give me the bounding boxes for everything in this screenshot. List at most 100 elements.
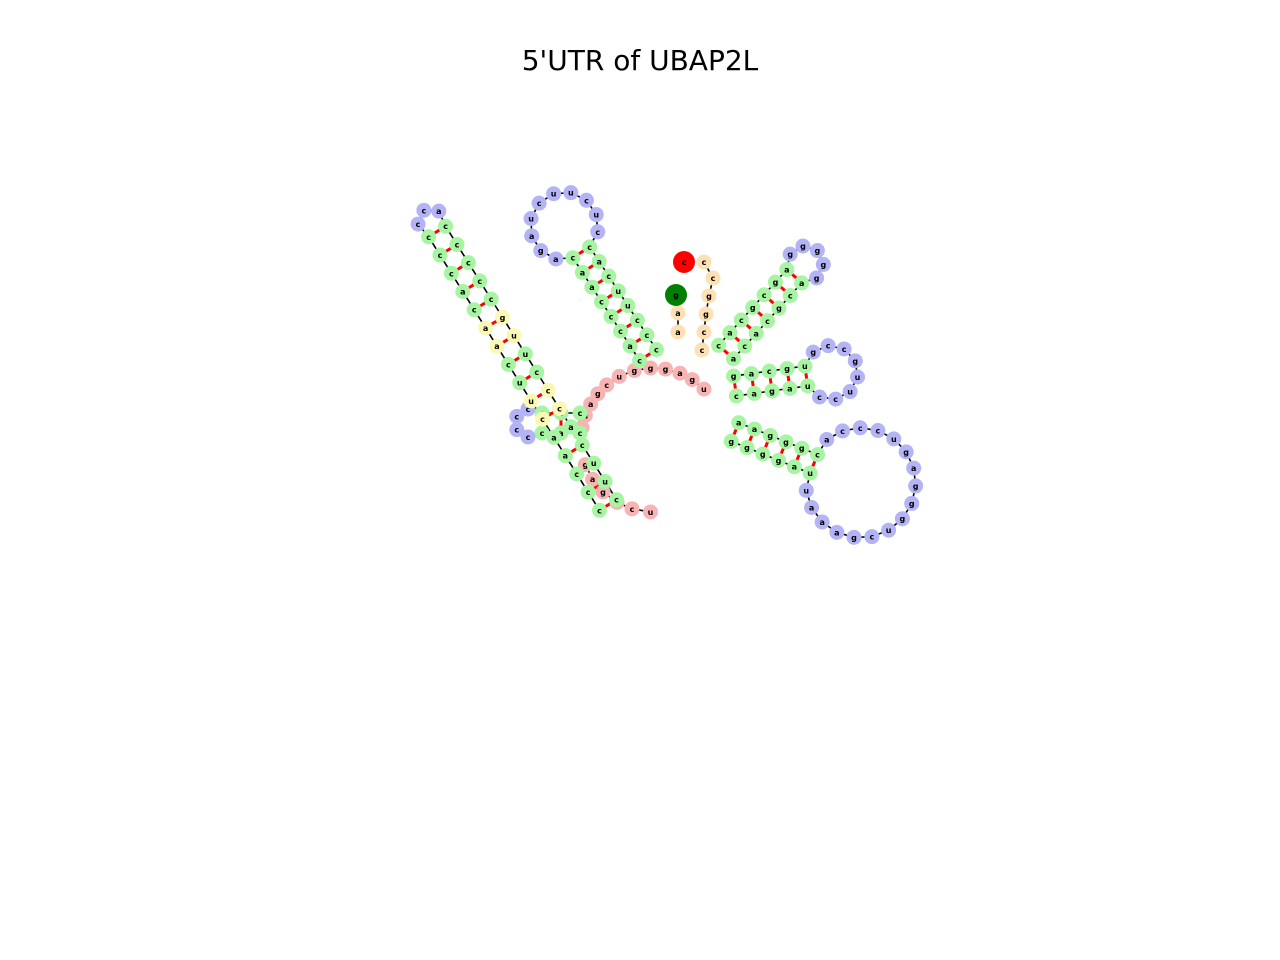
nucleotide-stem: a	[747, 421, 763, 437]
nucleotide-letter: u	[593, 211, 599, 220]
nucleotide-letter: c	[765, 317, 770, 326]
nucleotide-marker	[810, 447, 826, 463]
nucleotide-marker	[771, 300, 787, 316]
nucleotide-letter: g	[728, 437, 734, 446]
nucleotide-marker	[850, 369, 866, 385]
nucleotide-marker	[478, 320, 494, 336]
nucleotide-marker	[509, 408, 525, 424]
nucleotide-letter: a	[753, 329, 758, 338]
nucleotide-marker	[416, 202, 432, 218]
nucleotide-stem: g	[779, 361, 795, 377]
nucleotide-hairpin_loop: u	[523, 211, 539, 227]
nucleotide-marker	[592, 502, 608, 518]
nucleotide-letter: g	[663, 365, 669, 374]
nucleotide-multiloop: u	[611, 368, 627, 384]
nucleotide-letter: c	[618, 327, 623, 336]
nucleotide-letter: u	[528, 215, 534, 224]
nucleotide-marker	[460, 255, 476, 271]
nucleotide-marker	[565, 250, 581, 266]
nucleotide-letter: u	[886, 526, 892, 535]
nucleotide-marker	[432, 247, 448, 263]
nucleotide-stem: c	[449, 236, 465, 252]
nucleotide-stem: c	[472, 273, 488, 289]
nucleotide-hairpin_loop: c	[590, 224, 606, 240]
nucleotide-stem: c	[582, 239, 598, 255]
nucleotide-letter: c	[711, 274, 716, 283]
nucleotide-marker	[574, 264, 590, 280]
nucleotide-letter: u	[648, 508, 654, 517]
nucleotide-letter: a	[834, 528, 839, 537]
nucleotide-marker	[449, 236, 465, 252]
nucleotide-letter: g	[909, 499, 915, 508]
nucleotide-marker	[795, 238, 811, 254]
nucleotide-marker	[582, 239, 598, 255]
nucleotide-marker	[431, 203, 447, 219]
nucleotide-letter: u	[855, 373, 861, 382]
nucleotide-letter: a	[677, 369, 682, 378]
nucleotide-letter: g	[582, 461, 588, 470]
nucleotide-stem: c	[438, 218, 454, 234]
nucleotide-hairpin_loop: g	[894, 511, 910, 527]
nucleotide-stem: a	[748, 325, 764, 341]
nucleotide-internal_loop: u	[506, 328, 522, 344]
nucleotide-letter: g	[769, 387, 775, 396]
nucleotide-three_prime: c	[673, 251, 695, 273]
nucleotide-letter: c	[540, 415, 545, 424]
nucleotide-letter: u	[616, 372, 622, 381]
nucleotide-letter: u	[847, 388, 853, 397]
nucleotide-stem: a	[722, 325, 738, 341]
nucleotide-internal_loop: c	[552, 401, 568, 417]
nucleotide-stem: a	[557, 448, 573, 464]
nucleotide-marker	[771, 452, 787, 468]
nucleotide-marker	[746, 385, 762, 401]
nucleotide-letter: a	[911, 464, 916, 473]
nucleotide-hairpin_loop: g	[904, 495, 920, 511]
nucleotide-letter: a	[819, 518, 824, 527]
nucleotide-marker	[745, 299, 761, 315]
nucleotide-letter: a	[752, 425, 757, 434]
nucleotide-marker	[563, 419, 579, 435]
nucleotide-letter: c	[449, 269, 454, 278]
nucleotide-letter: c	[682, 258, 687, 267]
nucleotide-marker	[782, 380, 798, 396]
nucleotide-marker	[632, 352, 648, 368]
nucleotide-letter: g	[851, 533, 857, 542]
nucleotide-marker	[815, 256, 831, 272]
nucleotide-stem: u	[800, 378, 816, 394]
nucleotide-marker	[794, 440, 810, 456]
nucleotide-letter: c	[584, 196, 589, 205]
nucleotide-hairpin_loop: a	[819, 431, 835, 447]
nucleotide-stem: a	[782, 380, 798, 396]
nucleotide-letter: c	[557, 405, 562, 414]
nucleotide-hairpin_loop: c	[870, 423, 886, 439]
nucleotide-letter: c	[606, 272, 611, 281]
nucleotide-marker	[601, 268, 617, 284]
nucleotide-stem: g	[771, 452, 787, 468]
nucleotide-stem: g	[762, 427, 778, 443]
nucleotide-letter: u	[591, 459, 597, 468]
nucleotide-marker	[524, 228, 540, 244]
nucleotide-hairpin_loop: g	[815, 256, 831, 272]
nucleotide-stem: u	[586, 455, 602, 471]
nucleotide-hairpin_loop: g	[847, 353, 863, 369]
nucleotide-marker	[802, 465, 818, 481]
nucleotide-marker	[723, 433, 739, 449]
nucleotide-letter: u	[511, 332, 517, 341]
nucleotide-internal_loop: g	[495, 309, 511, 325]
nucleotide-stem: c	[534, 425, 550, 441]
nucleotide-stem: c	[466, 302, 482, 318]
nucleotide-letter: c	[578, 429, 583, 438]
nucleotide-letter: a	[553, 255, 558, 264]
nucleotide-hairpin_loop: c	[835, 423, 851, 439]
nucleotide-letter: c	[767, 367, 772, 376]
nucleotide-marker	[569, 466, 585, 482]
nucleotide-stem: c	[569, 466, 585, 482]
nucleotide-stem: u	[512, 375, 528, 391]
nucleotide-hairpin_loop: c	[812, 389, 828, 405]
nucleotide-marker	[620, 298, 636, 314]
nucleotide-letter: c	[840, 427, 845, 436]
nucleotide-marker	[517, 346, 533, 362]
nucleotide-stem: c	[592, 502, 608, 518]
nucleotide-marker	[531, 195, 547, 211]
nucleotide-stem: a	[574, 264, 590, 280]
